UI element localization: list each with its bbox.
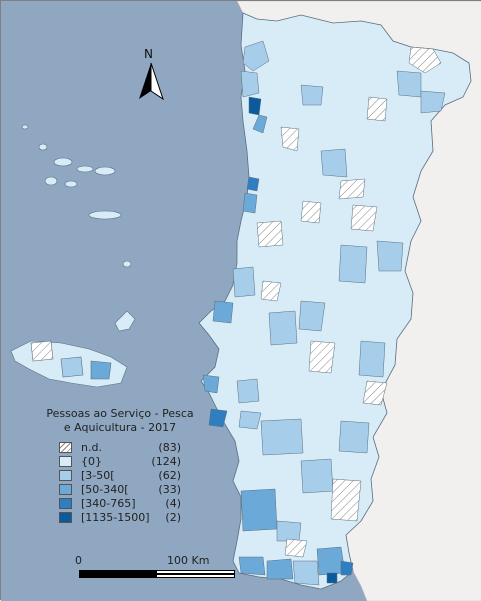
municipality bbox=[256, 220, 284, 248]
scale-start-label: 0 bbox=[75, 554, 82, 567]
legend-label: [50-340[ bbox=[81, 483, 129, 496]
legend-swatch bbox=[59, 470, 72, 481]
municipality bbox=[260, 280, 282, 302]
north-arrow: N bbox=[139, 47, 165, 103]
legend-count: (83) bbox=[158, 441, 181, 454]
municipality bbox=[300, 200, 322, 224]
legend-label: [3-50[ bbox=[81, 469, 115, 482]
municipality bbox=[330, 478, 362, 522]
municipality bbox=[338, 178, 366, 200]
legend-label: [1135-1500] bbox=[81, 511, 150, 524]
island bbox=[64, 180, 78, 188]
legend-item: [340-765] (4) bbox=[45, 497, 195, 511]
municipality bbox=[396, 70, 422, 98]
municipality bbox=[320, 148, 348, 178]
north-arrow-icon bbox=[139, 62, 164, 101]
legend-title-line1: Pessoas ao Serviço - Pesca bbox=[46, 407, 194, 420]
legend-swatch bbox=[59, 512, 72, 523]
municipality bbox=[260, 418, 304, 456]
municipality bbox=[340, 560, 354, 576]
island bbox=[21, 124, 29, 130]
municipality bbox=[202, 374, 220, 394]
legend-item: [1135-1500] (2) bbox=[45, 511, 195, 525]
island bbox=[38, 143, 48, 151]
municipality bbox=[420, 90, 446, 114]
legend-item: n.d. (83) bbox=[45, 441, 195, 455]
legend-label: {0} bbox=[81, 455, 102, 468]
municipality bbox=[298, 300, 326, 332]
island bbox=[88, 210, 122, 220]
legend-item: [3-50[ (62) bbox=[45, 469, 195, 483]
municipality bbox=[268, 310, 298, 346]
scale-bar: 0 100 Km bbox=[71, 554, 235, 584]
legend-swatch bbox=[59, 456, 72, 467]
municipality bbox=[208, 408, 228, 428]
island bbox=[44, 176, 58, 186]
municipality bbox=[338, 420, 370, 454]
municipality bbox=[236, 378, 260, 404]
municipality bbox=[232, 266, 256, 298]
legend-swatch bbox=[59, 498, 72, 509]
madeira-islands bbox=[10, 310, 136, 388]
municipality bbox=[308, 340, 336, 374]
municipality bbox=[366, 96, 388, 122]
legend-item: {0} (124) bbox=[45, 455, 195, 469]
legend-count: (4) bbox=[165, 497, 181, 510]
municipality bbox=[238, 410, 262, 430]
municipality bbox=[240, 70, 260, 98]
municipality bbox=[300, 458, 334, 494]
municipality-layer bbox=[202, 40, 446, 586]
legend-rows: n.d. (83) {0} (124) [3-50[(62) [50-340[(33) [3… bbox=[45, 441, 195, 525]
legend-swatch bbox=[59, 442, 72, 453]
legend-item: [50-340[ (33) bbox=[45, 483, 195, 497]
municipality bbox=[242, 40, 270, 72]
municipality bbox=[350, 204, 378, 232]
municipality bbox=[292, 560, 320, 586]
azores-islands bbox=[21, 124, 132, 268]
municipality bbox=[266, 558, 294, 580]
municipality bbox=[284, 538, 308, 558]
municipality bbox=[300, 84, 324, 106]
legend-count: (33) bbox=[158, 483, 181, 496]
municipality bbox=[362, 380, 388, 406]
municipality bbox=[246, 176, 260, 192]
municipality bbox=[376, 240, 404, 272]
municipality bbox=[212, 300, 234, 324]
municipality bbox=[240, 488, 278, 532]
legend-title-line2: e Aquicultura - 2017 bbox=[63, 421, 177, 434]
map-legend: Pessoas ao Serviço - Pesca e Aquicultura… bbox=[45, 407, 195, 525]
porto-santo-island bbox=[114, 310, 136, 332]
municipality bbox=[408, 46, 442, 74]
north-label: N bbox=[144, 47, 153, 61]
legend-swatch bbox=[59, 484, 72, 495]
island bbox=[94, 166, 116, 176]
legend-title: Pessoas ao Serviço - Pesca e Aquicultura… bbox=[45, 407, 195, 435]
municipality bbox=[242, 192, 258, 214]
island bbox=[122, 260, 132, 268]
municipality bbox=[238, 556, 266, 576]
municipality bbox=[358, 340, 386, 378]
legend-count: (62) bbox=[158, 469, 181, 482]
island bbox=[53, 157, 73, 167]
island bbox=[76, 165, 94, 173]
legend-count: (124) bbox=[151, 455, 181, 468]
municipality bbox=[252, 114, 268, 134]
scale-bar-graphic bbox=[79, 570, 235, 578]
legend-label: n.d. bbox=[81, 441, 102, 454]
legend-label: [340-765] bbox=[81, 497, 136, 510]
municipality bbox=[280, 126, 300, 152]
municipality bbox=[276, 520, 302, 542]
legend-count: (2) bbox=[165, 511, 181, 524]
municipality bbox=[326, 572, 338, 584]
scale-end-label: 100 Km bbox=[167, 554, 210, 567]
municipality bbox=[248, 96, 262, 116]
municipality bbox=[338, 244, 368, 284]
